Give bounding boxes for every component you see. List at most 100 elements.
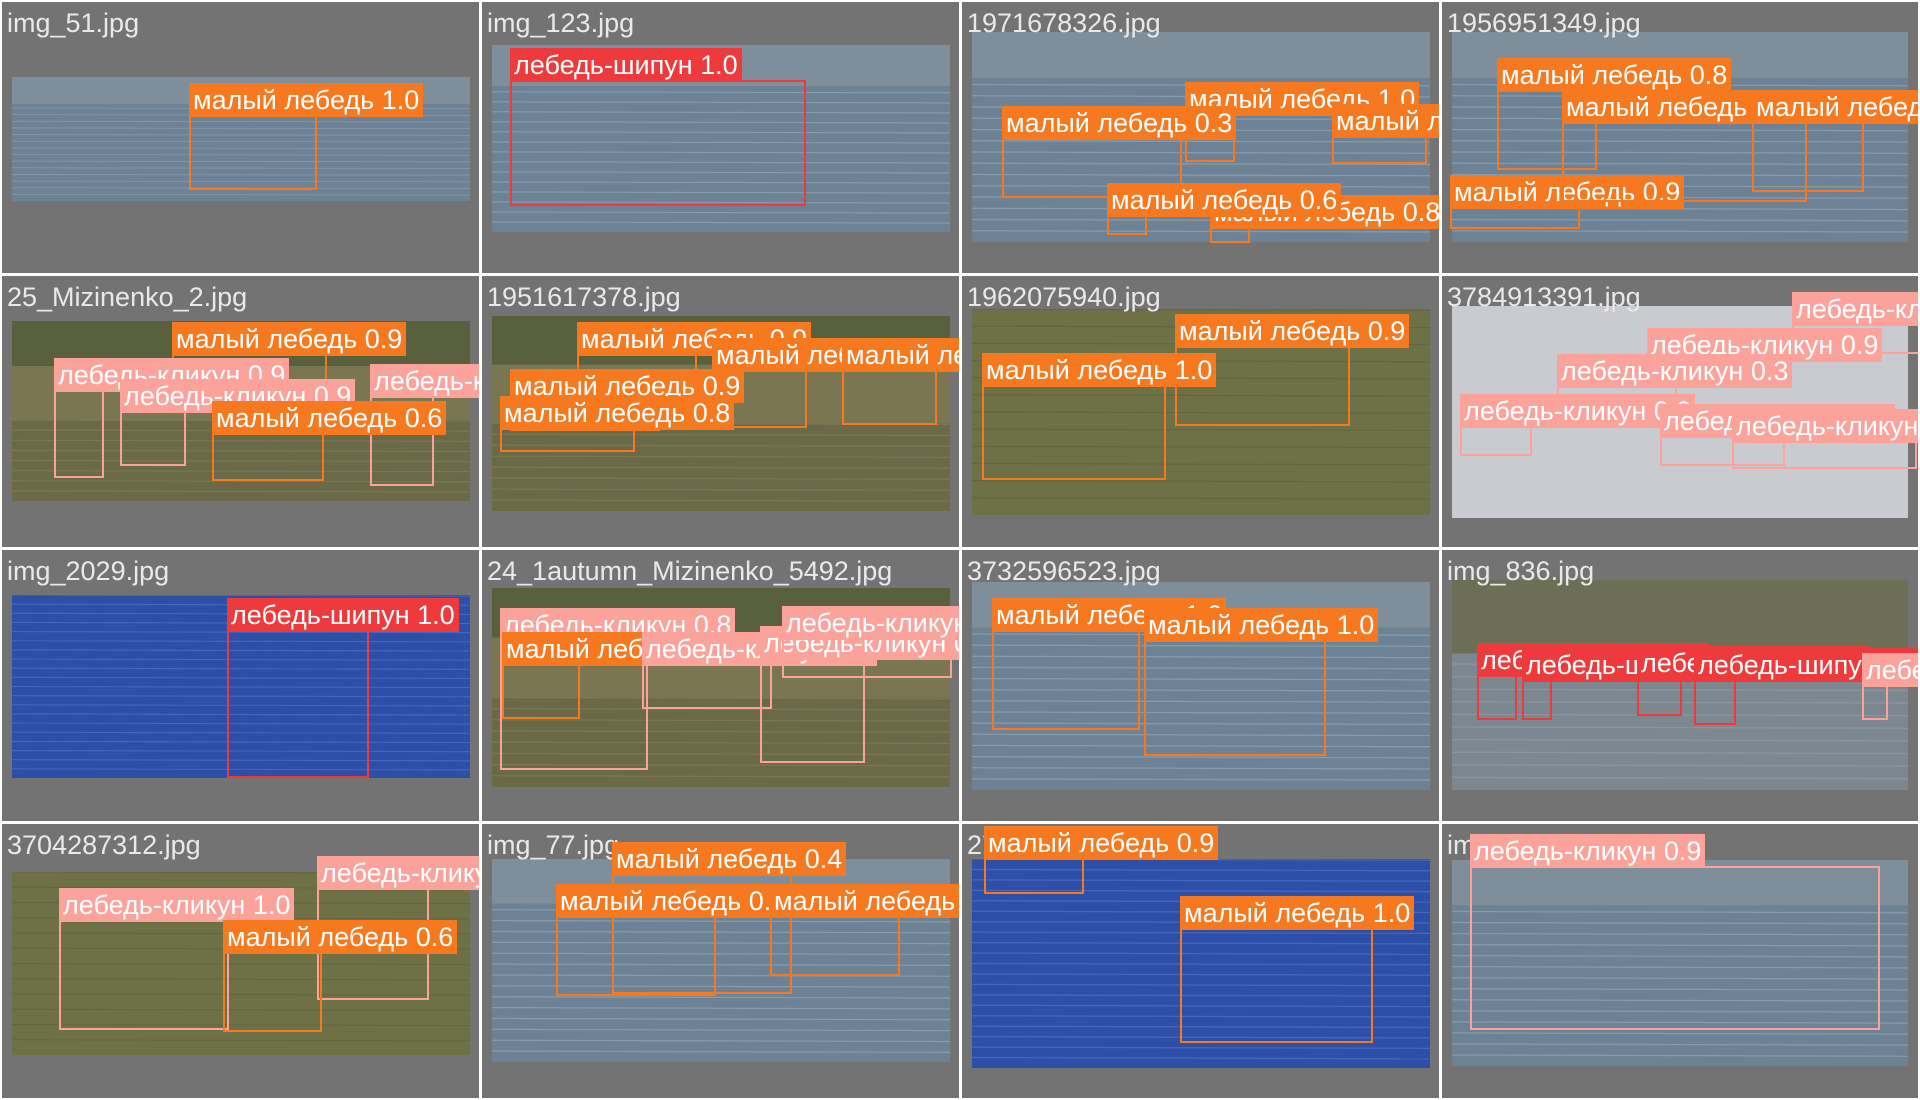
detection-box: малый лебедь 0.6 [212, 401, 447, 481]
scene-ripple [492, 1007, 950, 1010]
detection-box: малый лебедь 0.9 [556, 884, 791, 996]
scene-ripple [1452, 943, 1908, 947]
detection-label: малый лебедь 0.9 [1332, 104, 1439, 138]
tile-filename: 1962075940.jpg [967, 282, 1161, 312]
detection-box: малый лебедь 0.8 [1497, 58, 1732, 170]
scene-ripple [1452, 1043, 1908, 1046]
detection-box: лебедь-кликун 0.9 [1460, 394, 1696, 456]
detection-label: малый лебедь 0.8 [1752, 90, 1918, 124]
tile-filename: img_123.jpg [487, 8, 635, 38]
detection-layer: лебедь-шипун 1.0 [482, 2, 959, 273]
scene-ripple [1452, 140, 1908, 143]
scene-ripple [12, 193, 470, 196]
detection-label: малый лебедь 0.9 [770, 884, 959, 918]
scene-ripple [492, 111, 950, 114]
scene-ripple [12, 713, 470, 716]
tile-filename: 24_1autumn_Mizinenko_5492.jpg [487, 556, 893, 586]
scene-ripple [12, 439, 470, 442]
scene-ripple [12, 134, 470, 136]
detection-box: малый лебедь 0.4 [502, 632, 737, 719]
scene-ripple [492, 1039, 950, 1043]
scene-ripple [972, 778, 1430, 781]
scene-ripple [12, 140, 470, 143]
scene-ripple [1452, 764, 1908, 767]
scene-band [492, 903, 950, 1062]
detection-layer: малый лебедь 0.9 малый лебедь 1.0 [962, 824, 1439, 1098]
detection-layer: малый лебедь 0.9 малый лебедь 1.0 [962, 276, 1439, 547]
scene-ripple [12, 640, 470, 643]
scene-ripple [12, 154, 470, 156]
detection-label: малый лебедь 0.9 [984, 826, 1219, 860]
scene-ripple [972, 644, 1430, 648]
detection-label: малый лебедь 1.0 [982, 353, 1217, 387]
scene-ripple [972, 1036, 1430, 1039]
scene-ripple [492, 775, 950, 778]
scene-ripple [1452, 966, 1908, 969]
detection-label: малый лебедь 0.3 [1002, 106, 1237, 140]
scene-ripple [12, 740, 470, 744]
tile-filename: 3704287312.jpg [7, 830, 201, 860]
scene-ripple [492, 121, 950, 124]
tile-filename: img_51.jpg [7, 8, 140, 38]
scene-ripple [972, 677, 1430, 681]
detection-box: малый лебедь 1.0 [992, 598, 1227, 730]
scene-ripple [1452, 988, 1908, 991]
scene-ripple [972, 941, 1430, 945]
detection-label: лебедь-кликун 0.3 [1557, 354, 1793, 388]
detection-layer: малый лебедь 1.0 малый лебедь 0.9 малый … [962, 2, 1439, 273]
detection-box: малый лебедь 0.3 [1002, 106, 1237, 198]
tile-filename: 1951617378.jpg [487, 282, 681, 312]
detection-box: малый лебедь 0.6 [223, 920, 458, 1032]
detection-label: малый лебедь 0.4 [502, 632, 737, 666]
tile-filename: img_2029.jpg [7, 556, 170, 586]
scene-ripple [972, 497, 1430, 500]
scene-ripple [972, 1046, 1430, 1049]
detection-label: малый лебедь 0.9 [172, 322, 407, 356]
scene-band [972, 627, 1430, 790]
scene-ripple [12, 127, 470, 130]
detection-label: малый лебедь 0.6 [212, 401, 447, 435]
scene-ripple [1452, 1054, 1908, 1057]
scene-ripple [492, 101, 950, 104]
tile: 1971678326.jpg малый лебедь 1.0 малый ле… [962, 2, 1439, 273]
detection-box: малый лебедь 0.9 [1332, 104, 1439, 164]
detection-box: малый лебедь 0.9 [984, 826, 1219, 894]
detection-layer: малый лебедь 1.0 малый лебедь 1.0 [962, 550, 1439, 821]
detection-box: малый лебедь 0.8 [1210, 195, 1439, 243]
detection-box: малый лебедь 0.9 [172, 322, 407, 404]
scene-ripple [972, 744, 1430, 748]
detection-box: малый лебедь 1.0 [982, 353, 1217, 480]
scene-ripple [1452, 218, 1908, 222]
tile: img_51.jpg малый лебедь 1.0 [2, 2, 479, 273]
scene-ripple [492, 477, 950, 480]
scene-ripple [492, 963, 950, 966]
tile-filename: 3784913391.jpg [1447, 282, 1641, 312]
detection-box: малый лебедь 0.9 [577, 322, 812, 404]
tile-photo [1452, 580, 1908, 790]
detection-box: малый лебедь 0.9 [1450, 175, 1685, 229]
scene-ripple [12, 768, 470, 771]
scene-ripple [492, 696, 950, 700]
scene-ripple [12, 490, 470, 493]
scene-ripple [972, 879, 1430, 882]
scene-band [492, 86, 950, 232]
scene-ripple [972, 722, 1430, 726]
detection-layer: малый лебедь 0.8 малый лебедь 0.9 малый … [1442, 2, 1918, 273]
scene-ripple [972, 428, 1430, 432]
scene-ripple [492, 191, 950, 194]
scene-ripple [492, 952, 950, 956]
detection-box: малый лебедь 0.4 [612, 842, 847, 994]
scene-ripple [492, 141, 950, 144]
detection-box: лебедь-кликун 0.4 [782, 606, 959, 678]
scene-ripple [12, 722, 470, 725]
scene-ripple [972, 733, 1430, 737]
detection-label: малый лебедь 1.0 [1144, 608, 1379, 642]
detection-label: лебедь-кликун 0.9 [1792, 292, 1918, 326]
scene-ripple [12, 1023, 470, 1027]
scene-band [972, 32, 1430, 79]
detection-layer: лебедь-шипун 0.9 лебедь-шипун 0.9 лебедь… [1442, 550, 1918, 821]
detection-label: малый лебедь 0.6 [1107, 183, 1342, 217]
scene-ripple [972, 140, 1430, 143]
detection-label: малый лебедь 0.9 [1450, 175, 1685, 209]
